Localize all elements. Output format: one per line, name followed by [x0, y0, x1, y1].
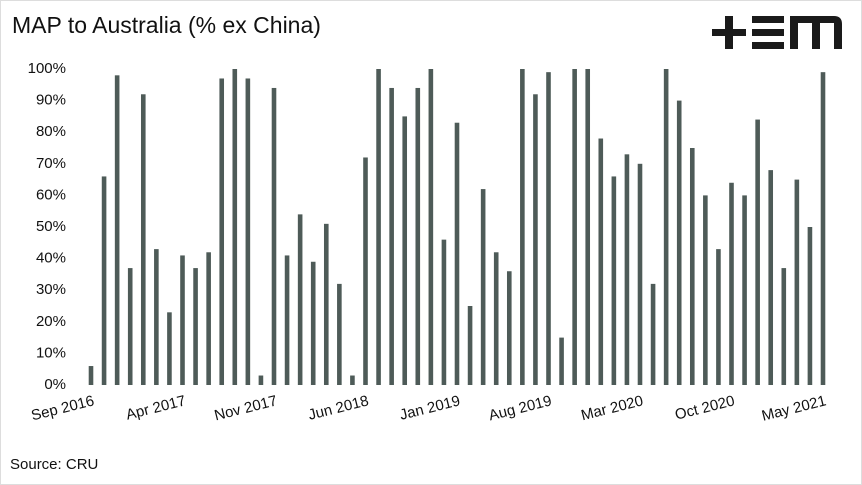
bar [415, 87, 421, 386]
bar [676, 100, 682, 385]
bar [506, 271, 512, 385]
y-tick-label: 10% [36, 344, 66, 361]
bar [585, 69, 591, 385]
bar [624, 154, 630, 385]
bar [297, 214, 303, 385]
bar [480, 189, 486, 385]
bar [467, 306, 473, 385]
y-tick-label: 40% [36, 250, 66, 267]
bar [271, 87, 277, 386]
y-tick-label: 80% [36, 123, 66, 140]
bar [598, 138, 604, 385]
bar [232, 69, 238, 385]
bar [114, 75, 120, 385]
bar [428, 69, 434, 385]
bar [794, 179, 800, 385]
bar [650, 283, 656, 385]
bar [167, 312, 172, 385]
bar [219, 78, 225, 385]
bar [101, 176, 107, 385]
bar [154, 249, 159, 385]
bar [781, 268, 787, 385]
bar [441, 239, 447, 385]
y-tick-label: 20% [36, 313, 66, 330]
bar [546, 72, 551, 385]
bar [350, 375, 355, 385]
y-tick-label: 90% [36, 92, 66, 109]
bar [376, 69, 381, 385]
logo [712, 16, 842, 49]
bar [402, 116, 408, 386]
bar [193, 268, 198, 385]
bar [337, 283, 342, 385]
bar [820, 72, 826, 385]
bar [755, 119, 760, 385]
bar [206, 252, 211, 385]
chart-title: MAP to Australia (% ex China) [12, 12, 321, 38]
source: Source: CRU [10, 456, 98, 473]
bar [663, 69, 669, 385]
bar [637, 163, 643, 385]
bar [572, 69, 577, 385]
y-tick-label: 100% [28, 60, 66, 77]
bar [729, 182, 734, 385]
bar [127, 268, 133, 385]
bar [454, 122, 460, 385]
bar [520, 69, 525, 385]
y-tick-label: 70% [36, 155, 66, 172]
bar [310, 261, 316, 385]
bar [284, 255, 290, 385]
y-tick-label: 0% [44, 376, 66, 393]
bar [323, 223, 329, 385]
bar [389, 87, 394, 386]
bar [533, 94, 538, 385]
bar [245, 78, 251, 385]
bar [703, 195, 708, 385]
bar [559, 337, 564, 385]
bar [807, 227, 813, 385]
bar [88, 366, 94, 385]
bar [140, 94, 146, 385]
y-tick-label: 50% [36, 218, 66, 235]
bar [689, 148, 695, 385]
bar [768, 170, 774, 385]
bar [493, 252, 499, 385]
bar [258, 375, 264, 385]
bar [716, 249, 721, 385]
y-tick-label: 30% [36, 281, 66, 298]
bar [742, 195, 747, 385]
y-tick-label: 60% [36, 186, 66, 203]
bar [611, 176, 617, 385]
bar [363, 157, 368, 385]
bar [180, 255, 185, 385]
